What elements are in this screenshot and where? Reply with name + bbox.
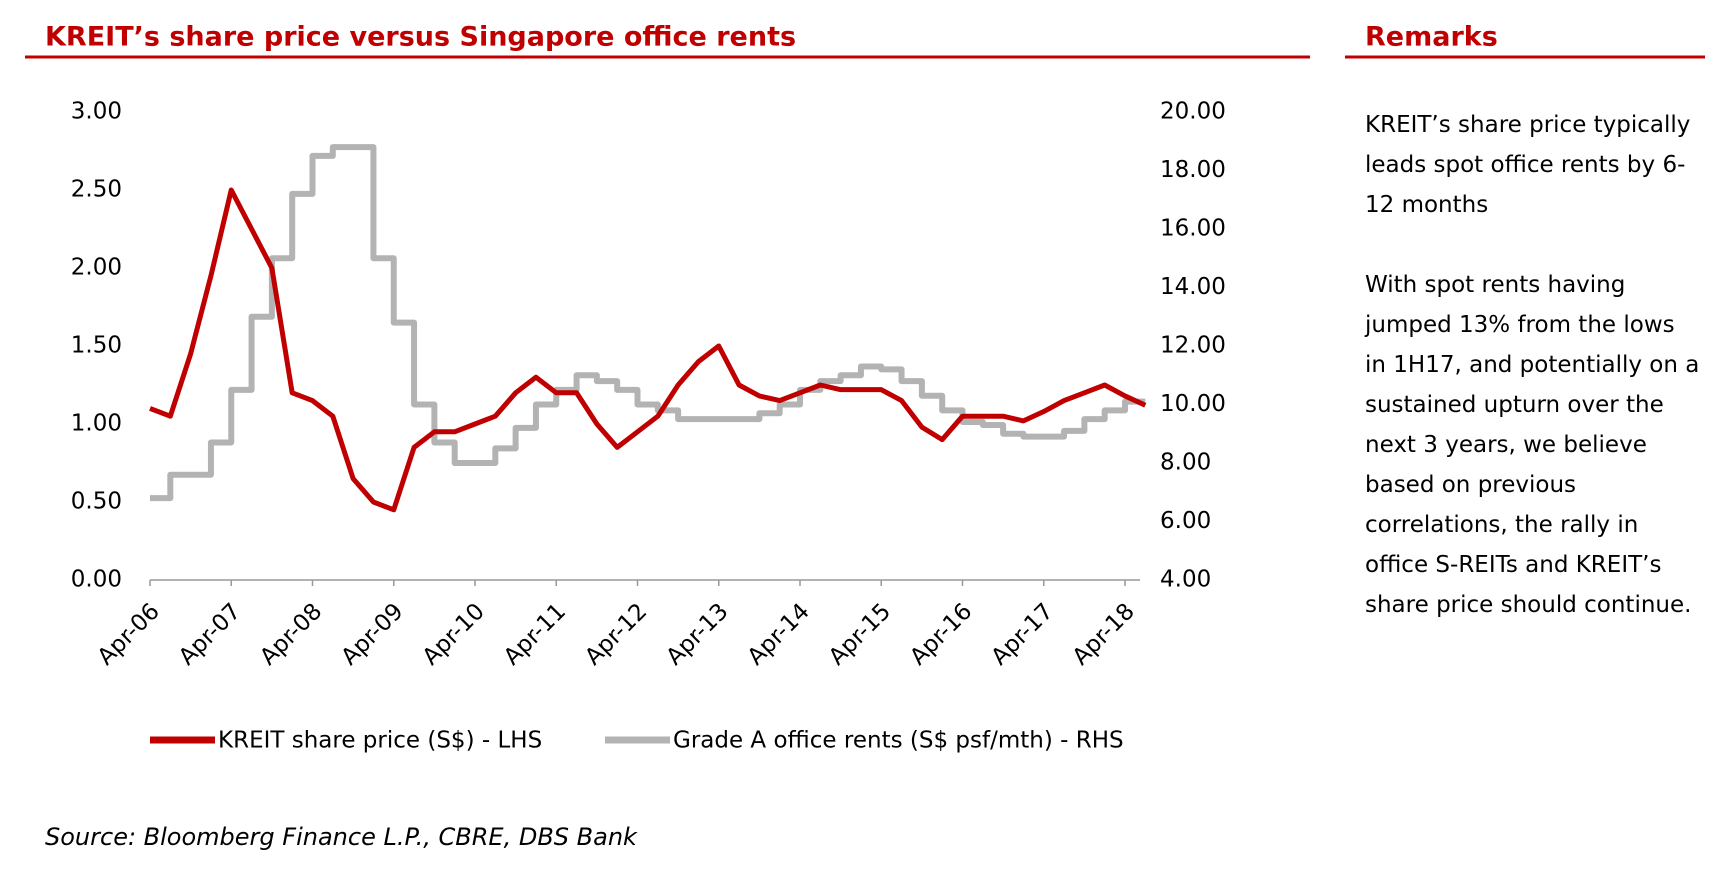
x-tick-label: Apr-15	[824, 598, 896, 670]
y-tick-label: 2.00	[71, 255, 122, 281]
x-tick-label: Apr-14	[743, 598, 815, 670]
y-tick-label: 2.50	[71, 177, 122, 203]
x-tick-label: Apr-18	[1068, 598, 1140, 670]
legend-label: KREIT share price (S$) - LHS	[218, 728, 542, 754]
y-tick-label: 3.00	[71, 99, 122, 125]
y-tick-label: 1.50	[71, 333, 122, 359]
series-line	[150, 144, 1146, 502]
x-tick-label: Apr-10	[418, 598, 490, 670]
y2-tick-label: 20.00	[1160, 99, 1226, 125]
x-tick-label: Apr-13	[662, 598, 734, 670]
x-tick-label: Apr-08	[255, 598, 327, 670]
x-tick-label: Apr-17	[987, 598, 1059, 670]
y2-tick-label: 18.00	[1160, 157, 1226, 183]
x-tick-label: Apr-06	[93, 598, 165, 670]
y2-tick-label: 6.00	[1160, 508, 1211, 534]
remark: KREIT’s share price typically leads spot…	[1365, 112, 1691, 218]
y2-tick-label: 4.00	[1160, 567, 1211, 593]
y-tick-label: 1.00	[71, 411, 122, 437]
x-tick-label: Apr-09	[337, 598, 409, 670]
x-tick-label: Apr-16	[905, 598, 977, 670]
remark: With spot rents having jumped 13% from t…	[1365, 272, 1700, 618]
x-tick-label: Apr-11	[499, 598, 571, 670]
y2-tick-label: 12.00	[1160, 333, 1226, 359]
chart-title: KREIT’s share price versus Singapore off…	[45, 22, 796, 53]
y-tick-label: 0.00	[71, 567, 122, 593]
y2-tick-label: 8.00	[1160, 450, 1211, 476]
y2-tick-label: 16.00	[1160, 216, 1226, 242]
remarks: KREIT’s share price typically leads spot…	[1365, 105, 1700, 665]
legend-label: Grade A office rents (S$ psf/mth) - RHS	[673, 728, 1124, 754]
series-line	[149, 187, 1147, 513]
x-tick-label: Apr-07	[174, 598, 246, 670]
y-tick-label: 0.50	[71, 489, 122, 515]
y2-tick-label: 10.00	[1160, 391, 1226, 417]
x-tick-label: Apr-12	[580, 598, 652, 670]
source: Source: Bloomberg Finance L.P., CBRE, DB…	[45, 823, 638, 851]
remarks-title: Remarks	[1365, 22, 1498, 53]
y2-tick-label: 14.00	[1160, 274, 1226, 300]
